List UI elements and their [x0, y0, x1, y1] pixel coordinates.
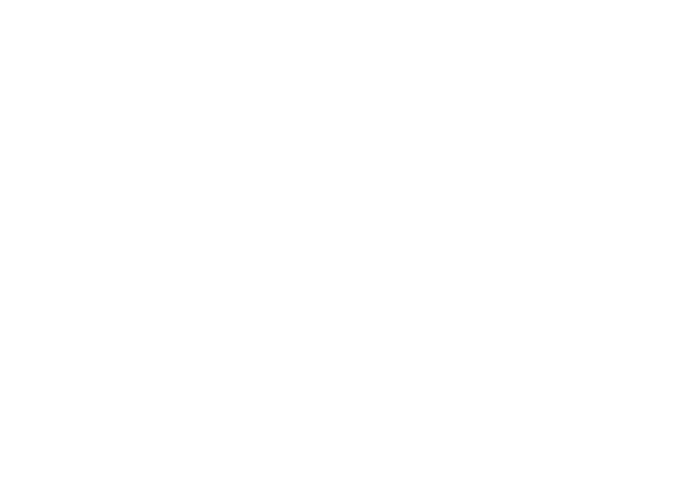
Text: Linear Regression: Linear Regression	[102, 290, 214, 303]
Text: Parametric Tests: Parametric Tests	[105, 109, 224, 123]
Text: Nonparametric Tests: Nonparametric Tests	[377, 109, 526, 123]
Text: t-Test: t-Test	[141, 164, 175, 177]
FancyBboxPatch shape	[374, 150, 517, 191]
FancyBboxPatch shape	[58, 276, 258, 317]
Text: Kruskal-Wallis Test: Kruskal-Wallis Test	[388, 290, 503, 303]
Circle shape	[53, 442, 69, 454]
FancyBboxPatch shape	[357, 31, 663, 77]
Text: testsiteforme: testsiteforme	[143, 439, 281, 457]
Text: Chi-Square Test: Chi-Square Test	[396, 164, 494, 177]
FancyBboxPatch shape	[102, 150, 214, 191]
FancyBboxPatch shape	[24, 31, 323, 77]
Text: Sample size is large and data is normally distributed: Sample size is large and data is normall…	[9, 48, 338, 61]
Text: Sample size is small or data is not normally distributed: Sample size is small or data is not norm…	[338, 48, 680, 61]
Text: When to Use Parametric and Nonparametric Tests: When to Use Parametric and Nonparametric…	[146, 15, 534, 29]
FancyBboxPatch shape	[360, 276, 530, 317]
Text: Wilcoxon Test: Wilcoxon Test	[403, 222, 488, 235]
Text: ANOVA: ANOVA	[136, 222, 180, 235]
FancyBboxPatch shape	[102, 208, 214, 249]
FancyBboxPatch shape	[374, 208, 517, 249]
